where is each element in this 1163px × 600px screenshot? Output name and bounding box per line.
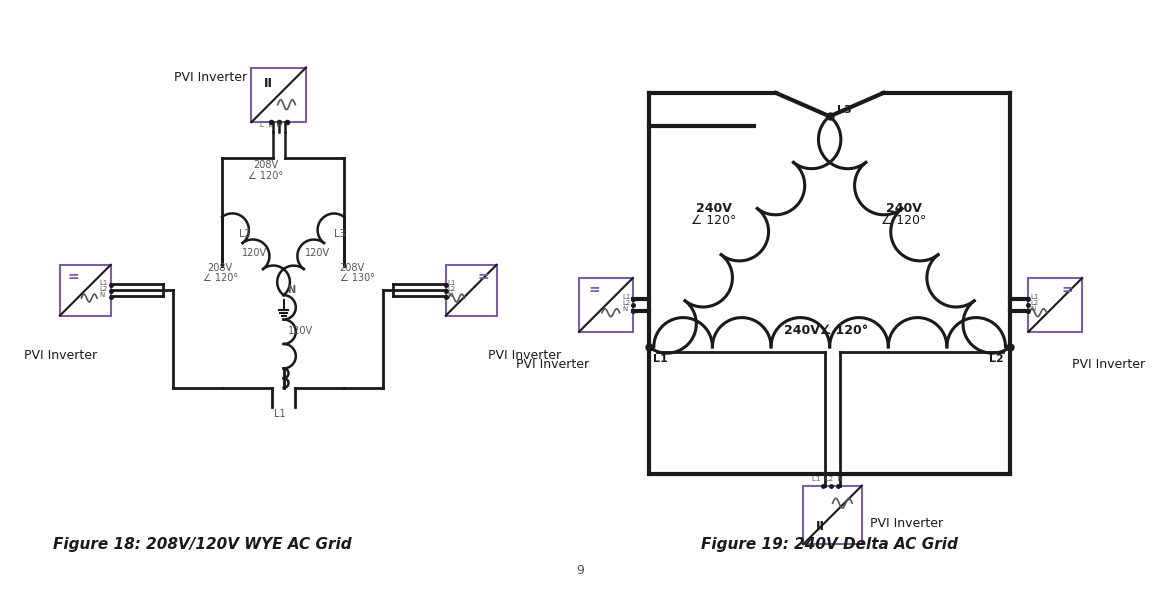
FancyBboxPatch shape [579,278,633,332]
Text: II: II [264,77,272,89]
Text: ∠ 120°: ∠ 120° [204,274,238,283]
Text: ∠ 120°: ∠ 120° [691,214,736,227]
Text: N: N [1030,306,1035,312]
Text: L1: L1 [652,353,668,364]
Text: L1  L2  N: L1 L2 N [812,476,843,482]
Text: ∠ 120°: ∠ 120° [249,171,284,181]
Text: ∠ 130°: ∠ 130° [341,274,376,283]
Text: 208V: 208V [254,160,278,170]
Text: L3: L3 [837,106,852,115]
Text: PVI Inverter: PVI Inverter [515,358,588,371]
Text: PVI Inverter: PVI Inverter [173,71,247,84]
Text: L2: L2 [238,229,250,239]
Text: 240V∠ 120°: 240V∠ 120° [784,324,868,337]
Text: =: = [1061,283,1072,297]
Text: L2: L2 [622,300,630,306]
Text: 240V: 240V [886,202,922,215]
Text: 120V: 120V [287,326,313,336]
Text: PVI Inverter: PVI Inverter [24,349,98,362]
Text: L1: L1 [448,280,456,286]
Text: ∠ 120°: ∠ 120° [882,214,927,227]
Text: PVI Inverter: PVI Inverter [488,349,562,362]
Text: L2: L2 [448,286,456,292]
Text: L2: L2 [989,353,1004,364]
FancyBboxPatch shape [251,68,306,122]
Text: 208V: 208V [340,263,364,272]
Text: L1: L1 [1030,294,1039,300]
Text: PVI Inverter: PVI Inverter [1072,358,1146,371]
Text: Figure 18: 208V/120V WYE AC Grid: Figure 18: 208V/120V WYE AC Grid [53,537,352,552]
Text: L2: L2 [1030,300,1039,306]
FancyBboxPatch shape [60,265,110,316]
Text: 240V: 240V [695,202,732,215]
Text: =: = [588,283,600,297]
Text: Figure 19: 240V Delta AC Grid: Figure 19: 240V Delta AC Grid [701,537,958,552]
Text: PVI Inverter: PVI Inverter [870,517,943,530]
Text: 208V: 208V [207,263,233,272]
Text: L3: L3 [335,229,347,239]
Text: =: = [477,269,488,284]
Text: N: N [287,285,295,295]
Text: L  L  N: L L N [259,122,281,128]
Text: N: N [448,292,452,298]
Text: N: N [99,292,105,298]
Text: L2: L2 [99,286,107,292]
Text: N: N [622,306,628,312]
FancyBboxPatch shape [804,485,862,544]
Text: L1: L1 [99,280,107,286]
FancyBboxPatch shape [1028,278,1083,332]
FancyBboxPatch shape [445,265,497,316]
Text: L1: L1 [273,409,285,419]
Text: =: = [67,269,79,284]
Text: 120V: 120V [305,248,330,258]
Text: 120V: 120V [242,248,266,258]
Text: L1: L1 [622,294,632,300]
Text: II: II [816,520,826,533]
Text: 9: 9 [577,563,585,577]
